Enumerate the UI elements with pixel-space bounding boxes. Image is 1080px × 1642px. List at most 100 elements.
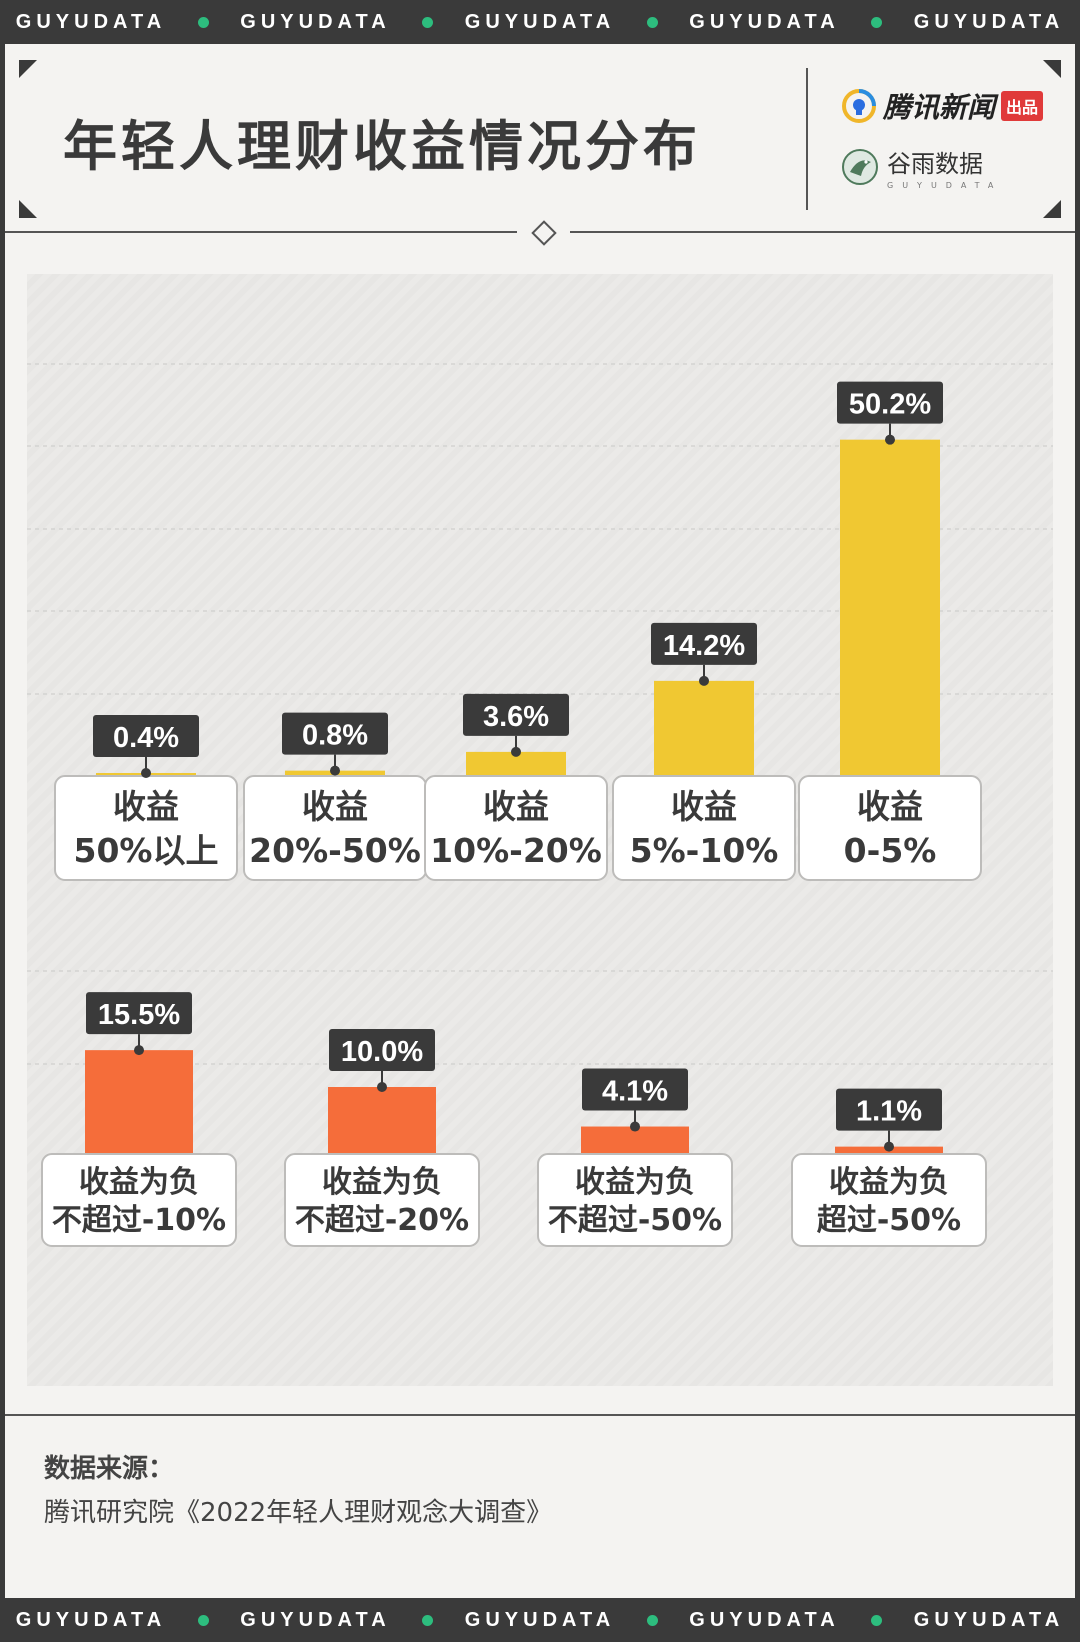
value-label-bg bbox=[93, 715, 199, 757]
value-label: 50.2% bbox=[849, 389, 931, 421]
category-label: 20%-50% bbox=[249, 831, 421, 870]
tencent-news-logo: 腾讯新闻 出品 bbox=[841, 86, 1044, 126]
guyu-data-logo: 谷雨数据 GUYUDATA bbox=[841, 144, 1002, 190]
category-card bbox=[424, 775, 608, 881]
label-dot bbox=[699, 675, 709, 686]
top-ticker-banner: GUYUDATA GUYUDATA GUYUDATA GUYUDATA GUYUDATA bbox=[0, 0, 1080, 44]
ticker-word: GUYUDATA bbox=[240, 10, 391, 33]
value-label-bg bbox=[837, 381, 943, 424]
ticker-dot-icon bbox=[422, 16, 434, 28]
bar bbox=[85, 1050, 193, 1156]
corner-mark-bottom-right bbox=[1043, 200, 1061, 218]
label-dot bbox=[630, 1121, 640, 1132]
bar bbox=[654, 680, 754, 778]
category-label: 收益为负 bbox=[829, 1165, 949, 1200]
ticker-word: GUYUDATA bbox=[689, 10, 840, 33]
page-title: 年轻人理财收益情况分布 bbox=[63, 115, 701, 178]
label-dot bbox=[511, 746, 521, 757]
category-label: 收益 bbox=[671, 787, 737, 826]
category-label: 收益 bbox=[302, 787, 368, 826]
guyu-data-subtext: GUYUDATA bbox=[887, 181, 1003, 190]
bottom-ticker-banner: GUYUDATA GUYUDATA GUYUDATA GUYUDATA GUYUDATA bbox=[0, 1598, 1080, 1642]
category-card bbox=[537, 1153, 733, 1247]
value-label-bg bbox=[329, 1029, 435, 1071]
corner-mark-bottom-left bbox=[19, 200, 37, 218]
ticker-dot-icon bbox=[197, 16, 209, 28]
header: 年轻人理财收益情况分布 腾讯新闻 出品 谷雨数据 GUYUDATA bbox=[5, 44, 1075, 234]
category-label: 收益 bbox=[483, 787, 549, 826]
ticker-dot-icon bbox=[871, 16, 883, 28]
category-card bbox=[41, 1153, 237, 1247]
ticker-word: GUYUDATA bbox=[15, 10, 167, 33]
chart-area: 收益 50%以上 0.4% 收益 20%-50% 0.8% 收益 10%-20% 3.6% 收益 5… bbox=[27, 274, 1053, 1386]
category-card bbox=[612, 775, 796, 881]
ticker-word: GUYUDATA bbox=[689, 1608, 840, 1631]
category-label: 收益 bbox=[113, 787, 179, 826]
category-card bbox=[791, 1153, 987, 1247]
category-card bbox=[798, 775, 982, 881]
label-dot bbox=[141, 768, 151, 778]
value-label: 0.4% bbox=[113, 722, 179, 754]
category-label: 收益 bbox=[857, 787, 923, 826]
value-label: 14.2% bbox=[663, 630, 745, 662]
corner-mark-top-right bbox=[1043, 60, 1061, 78]
value-label-bg bbox=[582, 1068, 688, 1111]
header-rule-left bbox=[5, 231, 517, 233]
category-label: 50%以上 bbox=[74, 831, 219, 870]
header-divider bbox=[806, 68, 808, 210]
value-label-bg bbox=[463, 693, 569, 736]
category-label: 5%-10% bbox=[630, 831, 779, 870]
guyu-bird-icon bbox=[842, 149, 878, 185]
category-card bbox=[284, 1153, 480, 1247]
frame-right-border bbox=[1075, 44, 1080, 1598]
footer-rule bbox=[5, 1414, 1075, 1416]
ticker-word: GUYUDATA bbox=[240, 1608, 391, 1631]
ticker-dot-icon bbox=[871, 1614, 883, 1626]
source-title: 数据来源： bbox=[44, 1454, 175, 1484]
ticker-word: GUYUDATA bbox=[15, 1608, 167, 1631]
header-rule-right bbox=[570, 231, 1075, 233]
label-dot bbox=[330, 765, 340, 776]
bar bbox=[328, 1087, 436, 1156]
ticker-dot-icon bbox=[646, 1614, 658, 1626]
label-dot bbox=[377, 1082, 387, 1092]
category-label: 不超过-50% bbox=[548, 1203, 722, 1238]
value-label: 4.1% bbox=[602, 1076, 668, 1108]
value-label-bg bbox=[836, 1088, 942, 1131]
ticker-dot-icon bbox=[422, 1614, 434, 1626]
source-text: 腾讯研究院《2022年轻人理财观念大调查》 bbox=[44, 1498, 553, 1528]
ticker-dot-icon bbox=[646, 16, 658, 28]
ticker-word: GUYUDATA bbox=[464, 1608, 616, 1631]
label-dot bbox=[885, 434, 895, 445]
category-label: 10%-20% bbox=[430, 831, 602, 870]
value-label-bg bbox=[651, 622, 757, 665]
category-label: 收益为负 bbox=[322, 1165, 442, 1200]
tencent-news-icon bbox=[842, 89, 876, 123]
value-label-bg bbox=[282, 712, 388, 755]
category-label: 超过-50% bbox=[817, 1203, 961, 1238]
bar-chart-svg: 收益 50%以上 0.4% 收益 20%-50% 0.8% 收益 10%-20% 3.6% 收益 5… bbox=[27, 363, 1053, 1247]
tencent-news-badge: 出品 bbox=[1001, 91, 1044, 121]
value-label: 10.0% bbox=[341, 1036, 423, 1068]
label-dot bbox=[884, 1141, 894, 1152]
ticker-word: GUYUDATA bbox=[464, 10, 616, 33]
corner-mark-top-left bbox=[19, 60, 37, 78]
tencent-news-text: 腾讯新闻 bbox=[883, 91, 996, 124]
value-label: 15.5% bbox=[98, 999, 180, 1031]
ticker-word: GUYUDATA bbox=[913, 10, 1065, 33]
ticker-word: GUYUDATA bbox=[913, 1608, 1065, 1631]
guyu-data-text: 谷雨数据 bbox=[887, 150, 983, 178]
value-label: 0.8% bbox=[302, 720, 368, 752]
category-label: 不超过-20% bbox=[295, 1203, 469, 1238]
value-label: 3.6% bbox=[483, 701, 549, 733]
bar bbox=[840, 439, 940, 778]
value-label-bg bbox=[86, 992, 192, 1035]
category-label: 不超过-10% bbox=[52, 1203, 226, 1238]
frame-left-border bbox=[0, 44, 5, 1598]
category-label: 0-5% bbox=[844, 831, 937, 870]
category-label: 收益为负 bbox=[79, 1165, 199, 1200]
category-label: 收益为负 bbox=[575, 1165, 695, 1200]
ticker-dot-icon bbox=[197, 1614, 209, 1626]
value-label: 1.1% bbox=[856, 1096, 922, 1128]
label-dot bbox=[134, 1045, 144, 1056]
